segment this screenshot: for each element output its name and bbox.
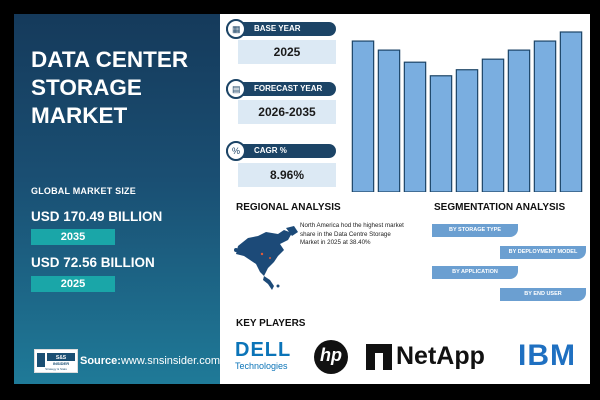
segmentation-analysis-title: SEGMENTATION ANALYSIS (434, 202, 566, 213)
segment-storage-type: BY STORAGE TYPE (432, 224, 518, 237)
netapp-mark-icon (366, 344, 392, 370)
sns-insider-logo: S&S INSIDER Strategy & Stats (34, 349, 78, 373)
bar-chart (351, 31, 583, 192)
chart-icon: ▤ (226, 79, 246, 99)
regional-analysis-title: REGIONAL ANALYSIS (236, 202, 341, 213)
key-players-title: KEY PLAYERS (236, 318, 306, 329)
ibm-wordmark: IBM (518, 340, 584, 372)
hp-wordmark: hp (320, 345, 342, 365)
market-size-label: GLOBAL MARKET SIZE (31, 186, 136, 196)
chart-bar-1 (351, 40, 375, 192)
source-text: Source:www.snsinsider.com (80, 355, 220, 367)
dell-subtitle: Technologies (235, 361, 288, 371)
segment-application: BY APPLICATION (432, 266, 518, 279)
chart-bar-9 (559, 31, 583, 192)
year-badge-2025: 2025 (31, 276, 115, 292)
chart-bar-6 (481, 58, 505, 192)
north-america-map (234, 226, 298, 290)
year-badge-2035: 2035 (31, 229, 115, 245)
market-value-2025: USD 72.56 BILLION (31, 255, 155, 270)
card-forecast-year-value: 2026-2035 (238, 100, 336, 124)
card-cagr-header: CAGR % (226, 144, 336, 158)
percent-icon: % (226, 141, 246, 161)
ibm-logo: IBM (518, 340, 584, 372)
calendar-icon: ▦ (226, 19, 246, 39)
dell-wordmark: DELL (235, 339, 292, 361)
source-prefix: Source: (80, 355, 121, 367)
hp-logo: hp (314, 340, 348, 374)
logo-line-2: INSIDER (53, 361, 69, 366)
logo-line-3: Strategy & Stats (45, 367, 67, 371)
regional-text: North America hod the highest market sha… (300, 222, 404, 247)
chart-bar-5 (455, 69, 479, 192)
card-cagr-label: CAGR % (254, 146, 287, 155)
card-forecast-year-label: FORECAST YEAR (254, 84, 323, 93)
dell-logo: DELL Technologies (235, 340, 299, 378)
card-base-year-label: BASE YEAR (254, 24, 301, 33)
netapp-wordmark: NetApp (396, 342, 485, 370)
chart-bar-4 (429, 75, 453, 192)
card-base-year-header: BASE YEAR (226, 22, 336, 36)
chart-bar-3 (403, 61, 427, 192)
infographic: DATA CENTER STORAGE MARKET GLOBAL MARKET… (14, 14, 590, 384)
market-value-2035: USD 170.49 BILLION (31, 209, 163, 224)
card-forecast-year-header: FORECAST YEAR (226, 82, 336, 96)
card-base-year-value: 2025 (238, 40, 336, 64)
left-panel: DATA CENTER STORAGE MARKET GLOBAL MARKET… (14, 14, 220, 384)
segment-deployment-model: BY DEPLOYMENT MODEL (500, 246, 586, 259)
page-title: DATA CENTER STORAGE MARKET (31, 47, 189, 128)
logo-line-1: S&S (56, 355, 67, 361)
chart-bar-8 (533, 40, 557, 192)
chart-bar-2 (377, 49, 401, 192)
chart-bar-7 (507, 49, 531, 192)
segment-end-user: BY END USER (500, 288, 586, 301)
netapp-logo: NetApp (366, 342, 506, 372)
card-cagr-value: 8.96% (238, 163, 336, 187)
source-url[interactable]: www.snsinsider.com (120, 355, 221, 367)
